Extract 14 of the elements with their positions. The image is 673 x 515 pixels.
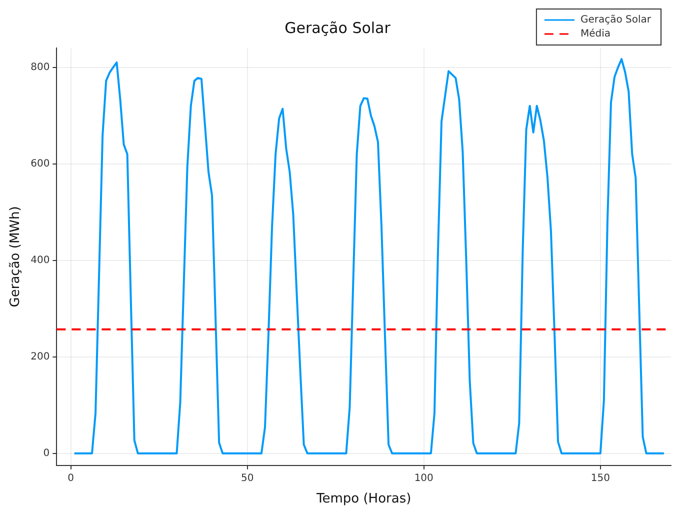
x-tick-label: 50	[240, 472, 254, 484]
chart-title: Geração Solar	[284, 18, 392, 37]
y-axis-title: Geração (MWh)	[8, 206, 24, 308]
y-tick-label: 200	[30, 351, 50, 362]
x-tick-label: 100	[414, 472, 434, 484]
y-tick-label: 0	[43, 448, 50, 459]
y-tick-label: 400	[30, 254, 50, 266]
x-tick-label: 150	[590, 472, 610, 484]
x-axis-title: Tempo (Horas)	[315, 492, 412, 507]
legend-label: Geração Solar	[580, 14, 652, 26]
x-tick-label: 0	[68, 472, 74, 484]
y-tick-label: 600	[30, 158, 50, 170]
legend-label: Média	[580, 28, 610, 40]
y-tick-label: 800	[30, 62, 50, 73]
